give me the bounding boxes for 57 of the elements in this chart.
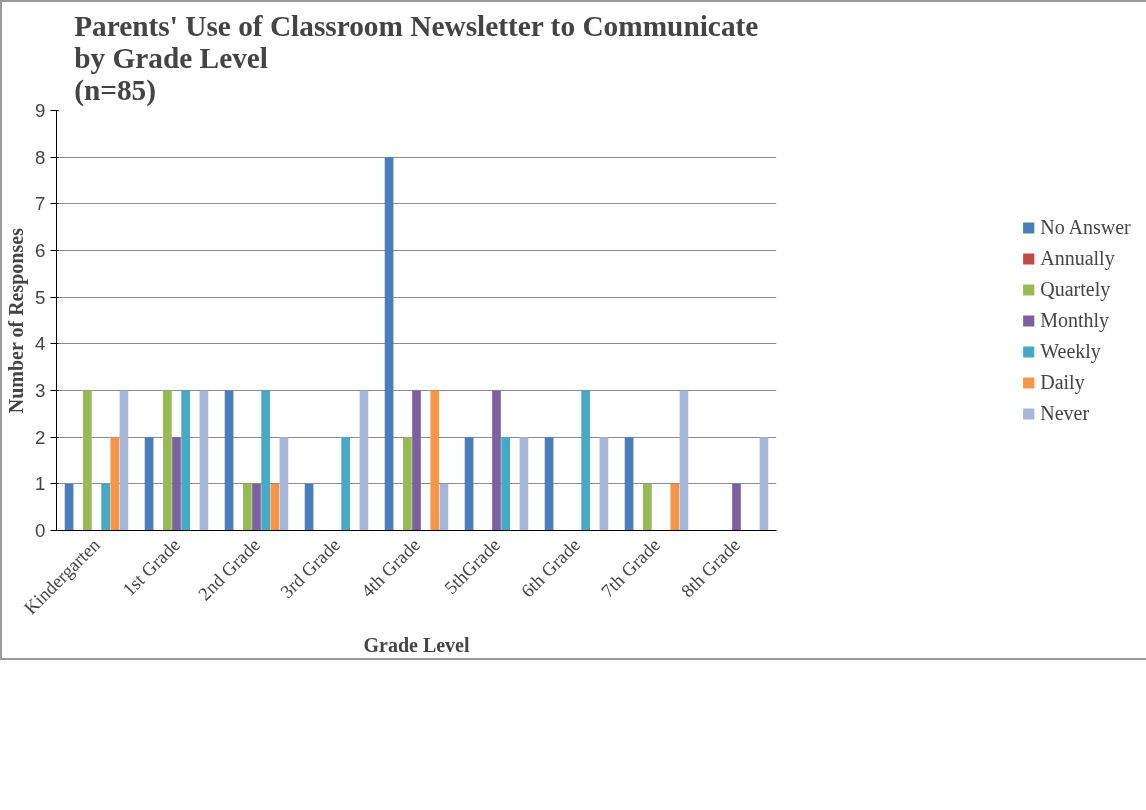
y-tick-label: 9 <box>35 100 46 121</box>
bar <box>279 437 289 531</box>
y-tick-label: 7 <box>35 193 46 215</box>
bar <box>163 390 172 531</box>
bar <box>519 437 529 531</box>
bar <box>83 390 92 531</box>
bar <box>243 483 252 531</box>
bar <box>224 390 234 531</box>
y-tick-label: 4 <box>35 333 46 355</box>
bar <box>544 437 554 531</box>
bar <box>464 437 474 531</box>
bar <box>270 483 280 531</box>
bar <box>144 437 154 531</box>
bar <box>679 390 689 531</box>
bar <box>759 437 769 531</box>
bar <box>643 483 652 531</box>
bar <box>119 390 129 531</box>
y-tick-label: 1 <box>35 473 46 495</box>
bar <box>341 437 350 531</box>
y-tick-label: 8 <box>35 146 46 168</box>
bar <box>101 483 110 531</box>
chart-title: Parents' Use of Classroom Newsletter to Communicate by Grade Level (n=85) <box>74 9 759 107</box>
legend-label: Quartely <box>1040 277 1111 301</box>
legend-label: Monthly <box>1040 308 1110 332</box>
bar <box>403 437 412 531</box>
bar <box>110 437 120 531</box>
bar <box>732 483 741 531</box>
bar <box>501 437 510 531</box>
legend-label: Annually <box>1040 246 1115 270</box>
y-tick-label: 0 <box>35 520 46 541</box>
bar <box>384 157 394 531</box>
y-tick-label: 6 <box>35 240 46 261</box>
y-axis-title: Number of Responses <box>5 227 29 414</box>
bar <box>599 437 609 531</box>
bar <box>261 390 270 531</box>
y-tick-label: 5 <box>35 286 46 308</box>
bar <box>412 390 421 531</box>
legend-label: No Answer <box>1040 215 1131 239</box>
bar <box>64 483 74 531</box>
bar <box>199 390 209 531</box>
bar <box>439 483 449 531</box>
bar <box>581 390 590 531</box>
bar <box>181 390 190 531</box>
bar <box>252 483 261 531</box>
bar <box>430 390 440 531</box>
bar <box>492 390 501 531</box>
bar <box>304 483 314 531</box>
legend-label: Daily <box>1040 370 1085 394</box>
legend-label: Weekly <box>1040 339 1101 363</box>
y-tick-label: 3 <box>35 380 46 401</box>
x-axis-title: Grade Level <box>363 633 470 656</box>
bar <box>359 390 369 531</box>
bar <box>624 437 634 531</box>
legend-label: Never <box>1040 401 1090 425</box>
bar <box>670 483 680 531</box>
bar <box>172 437 181 531</box>
y-tick-label: 2 <box>35 426 46 448</box>
